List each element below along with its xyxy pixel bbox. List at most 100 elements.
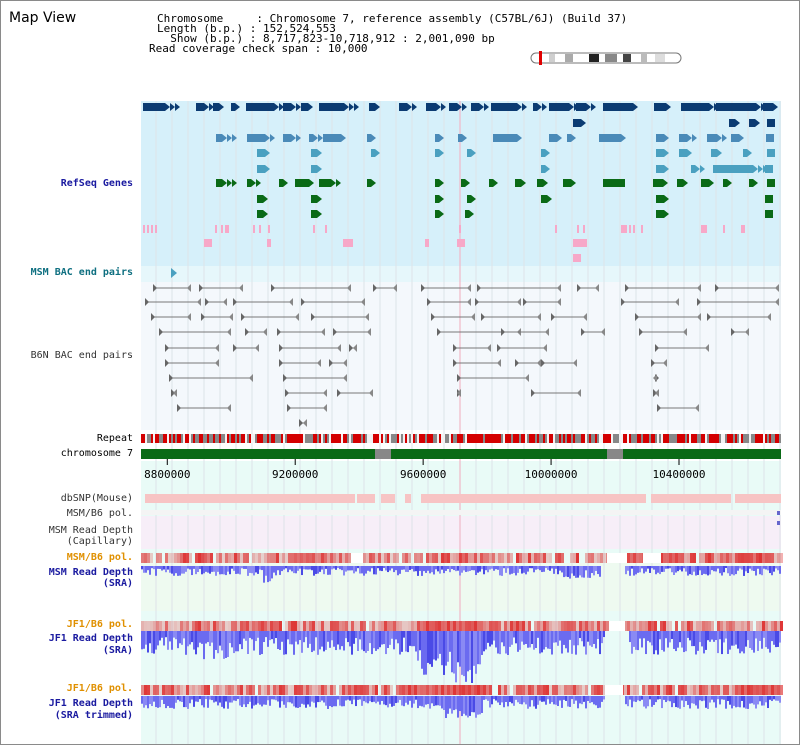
track-label-dbsnp[interactable]: dbSNP(Mouse) (60, 493, 133, 504)
polymorphism-cell (162, 553, 165, 563)
polymorphism-cell (294, 553, 297, 563)
polymorphism-cell (651, 685, 654, 695)
read-depth-bar (579, 631, 581, 639)
read-depth-bar (467, 631, 469, 672)
track-label-msm-bac[interactable]: MSM BAC end pairs (30, 267, 133, 278)
chromosome-gap (607, 449, 623, 459)
read-depth-bar (275, 696, 277, 701)
read-depth-bar (211, 566, 213, 572)
read-depth-bar (497, 631, 499, 654)
track-label-msm-b6-pol-1[interactable]: MSM/B6 pol. (66, 508, 133, 519)
pol-gap (351, 553, 363, 563)
polymorphism-cell (390, 685, 393, 695)
polymorphism-cell (306, 685, 309, 695)
read-depth-bar (589, 631, 591, 646)
polymorphism-cell (351, 621, 354, 631)
polymorphism-cell (375, 621, 378, 631)
read-depth-bar (723, 631, 725, 643)
read-depth-bar (189, 566, 191, 570)
polymorphism-cell (288, 685, 291, 695)
read-depth-bar (249, 696, 251, 702)
track-label-jf1-read-depth-trim-2: (SRA trimmed) (54, 710, 133, 721)
read-depth-bar (757, 696, 759, 705)
polymorphism-cell (747, 685, 750, 695)
repeat-segment (573, 434, 575, 443)
polymorphism-cell (273, 553, 276, 563)
read-depth-bar (741, 566, 743, 570)
repeat-segment (503, 434, 505, 443)
bac-end-marker (343, 359, 347, 367)
polymorphism-cell (291, 553, 294, 563)
read-depth-bar (571, 566, 573, 574)
track-label-jf1-b6-pol-1[interactable]: JF1/B6 pol. (66, 619, 133, 630)
read-depth-bar (555, 696, 557, 705)
read-depth-bar (365, 696, 367, 703)
repeat-segment (769, 434, 771, 443)
bac-end-marker (337, 389, 341, 397)
read-depth-bar (523, 696, 525, 703)
track-label-msm-read-depth-sra-1[interactable]: MSM Read Depth (48, 567, 133, 578)
read-depth-bar (385, 696, 387, 706)
repeat-segment (331, 434, 333, 443)
polymorphism-cell (696, 685, 699, 695)
track-label-jf1-read-depth-sra-1[interactable]: JF1 Read Depth (48, 633, 133, 644)
read-depth-bar (519, 566, 521, 569)
read-depth-bar (405, 631, 407, 652)
gene-feature (729, 119, 735, 127)
read-depth-bar (355, 631, 357, 639)
track-label-msm-read-depth-capillary-1[interactable]: MSM Read Depth (48, 525, 133, 536)
repeat-segment (413, 434, 415, 443)
polymorphism-cell (435, 685, 438, 695)
repeat-segment (729, 434, 731, 443)
read-depth-bar (311, 566, 313, 571)
track-label-repeat[interactable]: Repeat (96, 433, 133, 444)
repeat-segment (483, 434, 485, 443)
polymorphism-cell (711, 553, 714, 563)
track-label-msm-b6-pol-2[interactable]: MSM/B6 pol. (66, 552, 133, 563)
read-depth-bar (409, 631, 411, 646)
polymorphism-cell (183, 621, 186, 631)
track-label-refseq[interactable]: RefSeq Genes (60, 178, 133, 189)
repeat-segment (207, 434, 209, 443)
read-depth-bar (283, 631, 285, 655)
polymorphism-cell (657, 621, 660, 631)
repeat-segment (405, 434, 407, 443)
repeat-segment (327, 434, 329, 443)
read-depth-bar (713, 696, 715, 703)
bac-end-marker (515, 359, 519, 367)
polymorphism-cell (735, 621, 738, 631)
read-depth-bar (213, 696, 215, 703)
read-depth-bar (307, 631, 309, 648)
read-depth-bar (229, 696, 231, 703)
read-depth-bar (449, 566, 451, 573)
track-label-chromosome[interactable]: chromosome 7 (60, 448, 133, 459)
read-depth-bar (295, 631, 297, 642)
read-depth-bar (499, 631, 501, 655)
read-depth-bar (773, 631, 775, 645)
read-depth-bar (559, 631, 561, 641)
repeat-segment (511, 434, 513, 443)
track-label-jf1-b6-pol-2[interactable]: JF1/B6 pol. (66, 683, 133, 694)
read-depth-bar (377, 566, 379, 569)
bac-end-marker (421, 284, 425, 292)
read-depth-bar (407, 566, 409, 573)
read-depth-bar (297, 631, 299, 645)
polymorphism-cell (501, 621, 504, 631)
polymorphism-cell (762, 621, 765, 631)
repeat-segment (229, 434, 231, 443)
read-depth-bar (465, 696, 467, 716)
polymorphism-cell (498, 621, 501, 631)
polymorphism-cell (771, 621, 774, 631)
track-label-jf1-read-depth-trim-1[interactable]: JF1 Read Depth (48, 698, 133, 709)
track-label-b6n-bac[interactable]: B6N BAC end pairs (30, 350, 133, 361)
gene-arrow (222, 134, 227, 142)
bac-end-marker (317, 359, 321, 367)
read-depth-bar (727, 631, 729, 654)
repeat-segment (379, 434, 381, 443)
read-depth-bar (451, 566, 453, 570)
gene-arrow (773, 103, 778, 111)
read-depth-bar (719, 696, 721, 705)
polymorphism-cell (699, 685, 702, 695)
read-depth-bar (333, 696, 335, 707)
